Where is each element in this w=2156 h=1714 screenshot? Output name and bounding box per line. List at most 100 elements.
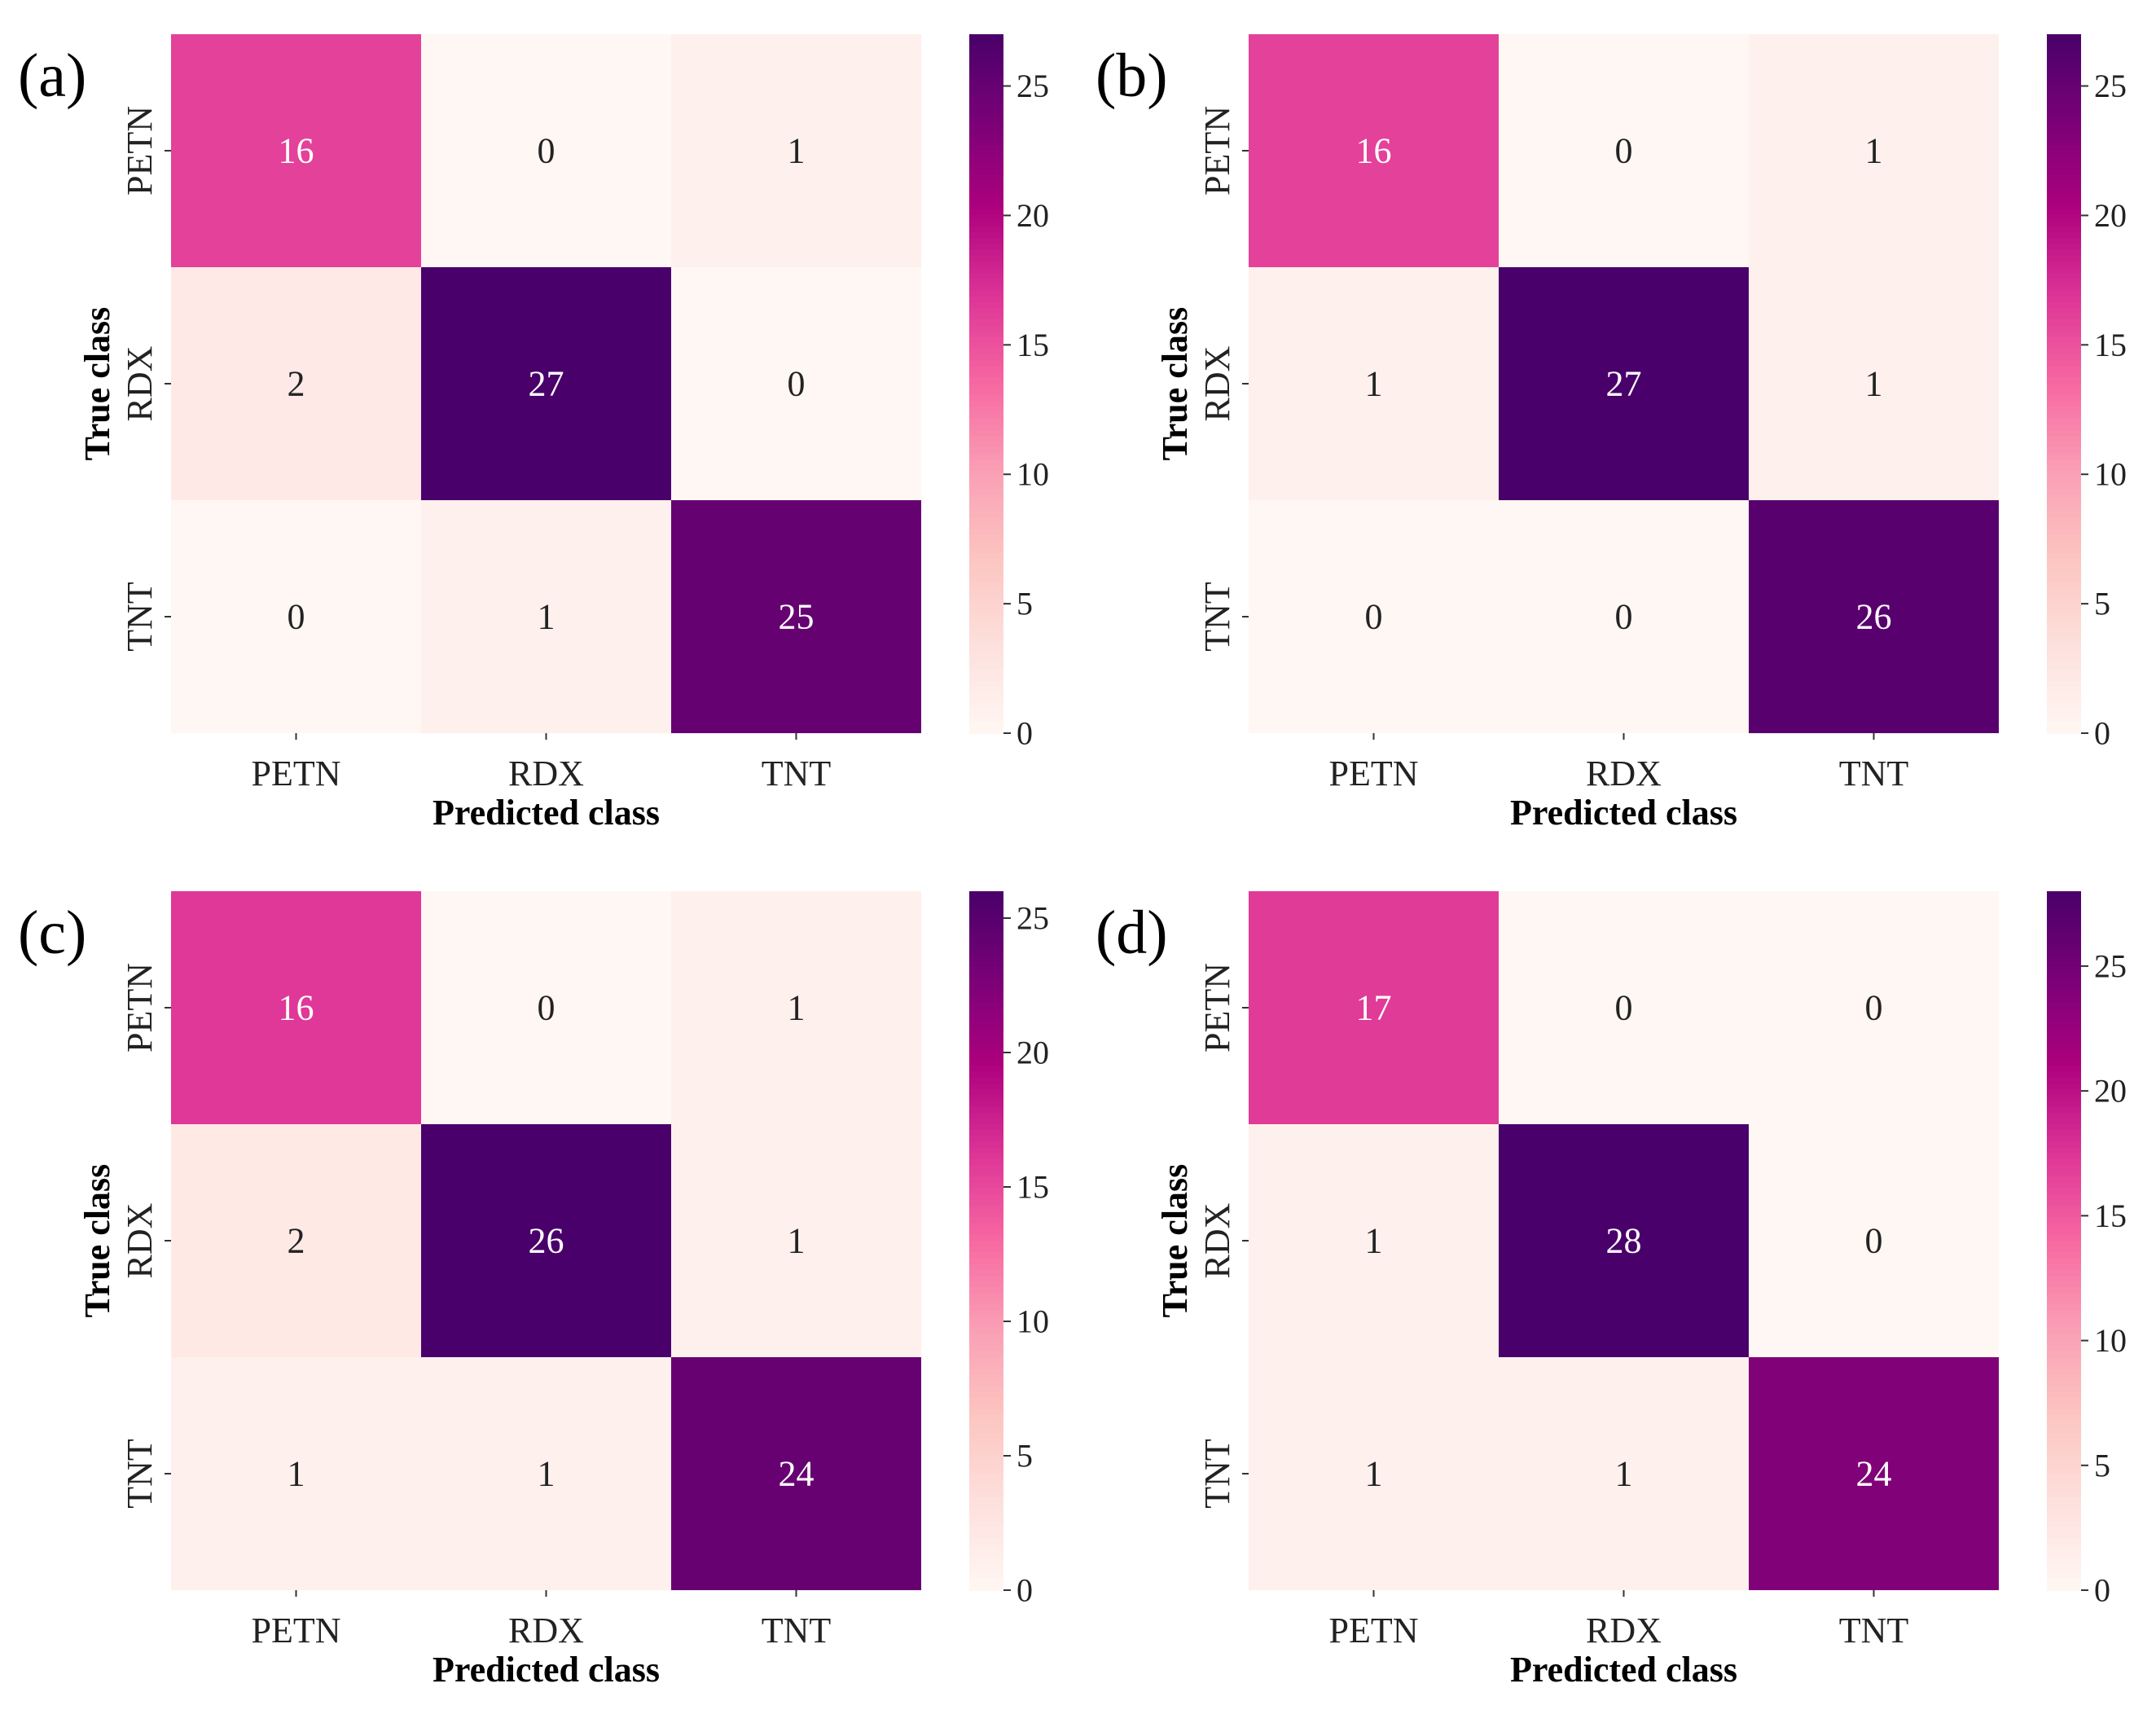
colorbar-stripe <box>969 267 1003 274</box>
colorbar-stripe <box>2047 593 2081 600</box>
colorbar-stripe <box>969 220 1003 227</box>
colorbar-stripe <box>2047 920 2081 927</box>
colorbar-stripe <box>2047 1130 2081 1137</box>
colorbar-stripe <box>2047 34 2081 41</box>
colorbar-stripe <box>969 1264 1003 1271</box>
heatmap-cell <box>671 891 921 1124</box>
x-tick-label: TNT <box>762 754 832 793</box>
colorbar-stripe <box>2047 1031 2081 1038</box>
colorbar-stripe <box>969 162 1003 169</box>
colorbar-stripe <box>2047 727 2081 734</box>
heatmap-cell <box>171 1124 421 1357</box>
confusion-matrix-c: (c) 16 0 1 2 26 1 1 1 24 PETN RDX TNT Predicted class… <box>18 891 1049 1690</box>
colorbar-stripe <box>969 354 1003 362</box>
colorbar-stripe <box>2047 1223 2081 1230</box>
colorbar-stripe <box>969 314 1003 321</box>
colorbar-tick-label: 0 <box>1017 1572 1033 1609</box>
cell-value-label: 28 <box>1606 1221 1642 1261</box>
colorbar-stripe <box>969 1258 1003 1265</box>
colorbar-stripe <box>969 255 1003 262</box>
colorbar-stripe <box>2047 512 2081 519</box>
colorbar-stripe <box>2047 587 2081 595</box>
x-axis-label: Predicted class <box>433 793 660 833</box>
colorbar-stripe <box>969 990 1003 997</box>
colorbar-stripe <box>969 92 1003 99</box>
x-tick-label: PETN <box>252 754 341 793</box>
colorbar-stripe <box>2047 1182 2081 1189</box>
colorbar-stripe <box>969 1532 1003 1539</box>
colorbar-stripe <box>2047 558 2081 565</box>
colorbar-stripe <box>2047 575 2081 582</box>
colorbar-stripe <box>2047 1398 2081 1404</box>
colorbar-stripe <box>969 1444 1003 1452</box>
colorbar-stripe <box>2047 1066 2081 1073</box>
heatmap-cell <box>1499 891 1749 1124</box>
colorbar-stripe <box>969 424 1003 431</box>
colorbar-stripe <box>969 663 1003 670</box>
colorbar-stripe <box>969 34 1003 41</box>
colorbar-stripe <box>969 1363 1003 1370</box>
colorbar-stripe <box>969 1508 1003 1515</box>
colorbar-stripe <box>2047 63 2081 70</box>
x-tick-label: TNT <box>1839 754 1909 793</box>
colorbar-stripe <box>969 1101 1003 1108</box>
colorbar-tick-label: 15 <box>1017 327 1049 363</box>
colorbar-stripe <box>969 903 1003 910</box>
colorbar-stripe <box>969 1572 1003 1580</box>
colorbar-stripe <box>2047 436 2081 443</box>
colorbar-stripe <box>2047 138 2081 146</box>
colorbar-stripe <box>2047 179 2081 187</box>
colorbar-stripe <box>969 1106 1003 1114</box>
colorbar-stripe <box>2047 1060 2081 1067</box>
colorbar-stripe <box>2047 1217 2081 1224</box>
colorbar-stripe <box>969 301 1003 309</box>
colorbar-stripe <box>2047 220 2081 227</box>
colorbar-stripe <box>969 1526 1003 1533</box>
colorbar-stripe <box>2047 1328 2081 1335</box>
colorbar-stripe <box>2047 424 2081 431</box>
confusion-matrix-panel-d: (d) 17 0 0 1 28 0 1 1 24 PETN RDX TNT Predicted class… <box>1078 857 2155 1714</box>
colorbar-stripe <box>2047 46 2081 53</box>
colorbar-stripe <box>969 1211 1003 1219</box>
colorbar-stripe <box>2047 453 2081 460</box>
colorbar-stripe <box>969 1293 1003 1300</box>
colorbar-stripe <box>2047 663 2081 670</box>
colorbar-stripe <box>2047 1025 2081 1032</box>
heatmap-cell <box>1749 1124 1999 1357</box>
colorbar-stripe <box>969 308 1003 314</box>
colorbar-stripe <box>2047 86 2081 94</box>
colorbar-stripe <box>969 226 1003 233</box>
colorbar-stripe <box>2047 1467 2081 1474</box>
colorbar-tick-label: 25 <box>2094 68 2127 104</box>
colorbar-stripe <box>969 1322 1003 1329</box>
confusion-matrix-panel-b: (b) 16 0 1 1 27 1 0 0 26 PETN RDX TNT Predicted class… <box>1078 0 2155 857</box>
colorbar-tick-label: 20 <box>1017 1035 1049 1071</box>
colorbar-stripe <box>969 1112 1003 1119</box>
panel-label: (a) <box>18 42 86 110</box>
colorbar-tick-label: 10 <box>2094 456 2127 493</box>
heatmap-cell <box>1499 500 1749 733</box>
colorbar-stripe <box>2047 547 2081 554</box>
colorbar-stripe <box>2047 384 2081 390</box>
colorbar-stripe <box>2047 617 2081 623</box>
colorbar-stripe <box>2047 1112 2081 1119</box>
colorbar-stripe <box>2047 1474 2081 1480</box>
colorbar-stripe <box>2047 459 2081 466</box>
colorbar-stripe <box>969 1491 1003 1498</box>
colorbar-stripe <box>969 1328 1003 1335</box>
colorbar-stripe <box>969 715 1003 723</box>
colorbar-stripe <box>2047 639 2081 647</box>
colorbar-stripe <box>2047 1567 2081 1574</box>
colorbar-stripe <box>969 1193 1003 1201</box>
colorbar-stripe <box>2047 255 2081 262</box>
colorbar-stripe <box>969 214 1003 222</box>
colorbar-stripe <box>969 494 1003 501</box>
colorbar-stripe <box>2047 325 2081 332</box>
colorbar-stripe <box>2047 1101 2081 1108</box>
colorbar-stripe <box>969 955 1003 962</box>
colorbar-stripe <box>2047 209 2081 216</box>
colorbar-stripe <box>969 331 1003 338</box>
colorbar-tick-label: 25 <box>1017 900 1049 937</box>
colorbar-stripe <box>2047 1461 2081 1469</box>
colorbar-stripe <box>2047 1071 2081 1079</box>
